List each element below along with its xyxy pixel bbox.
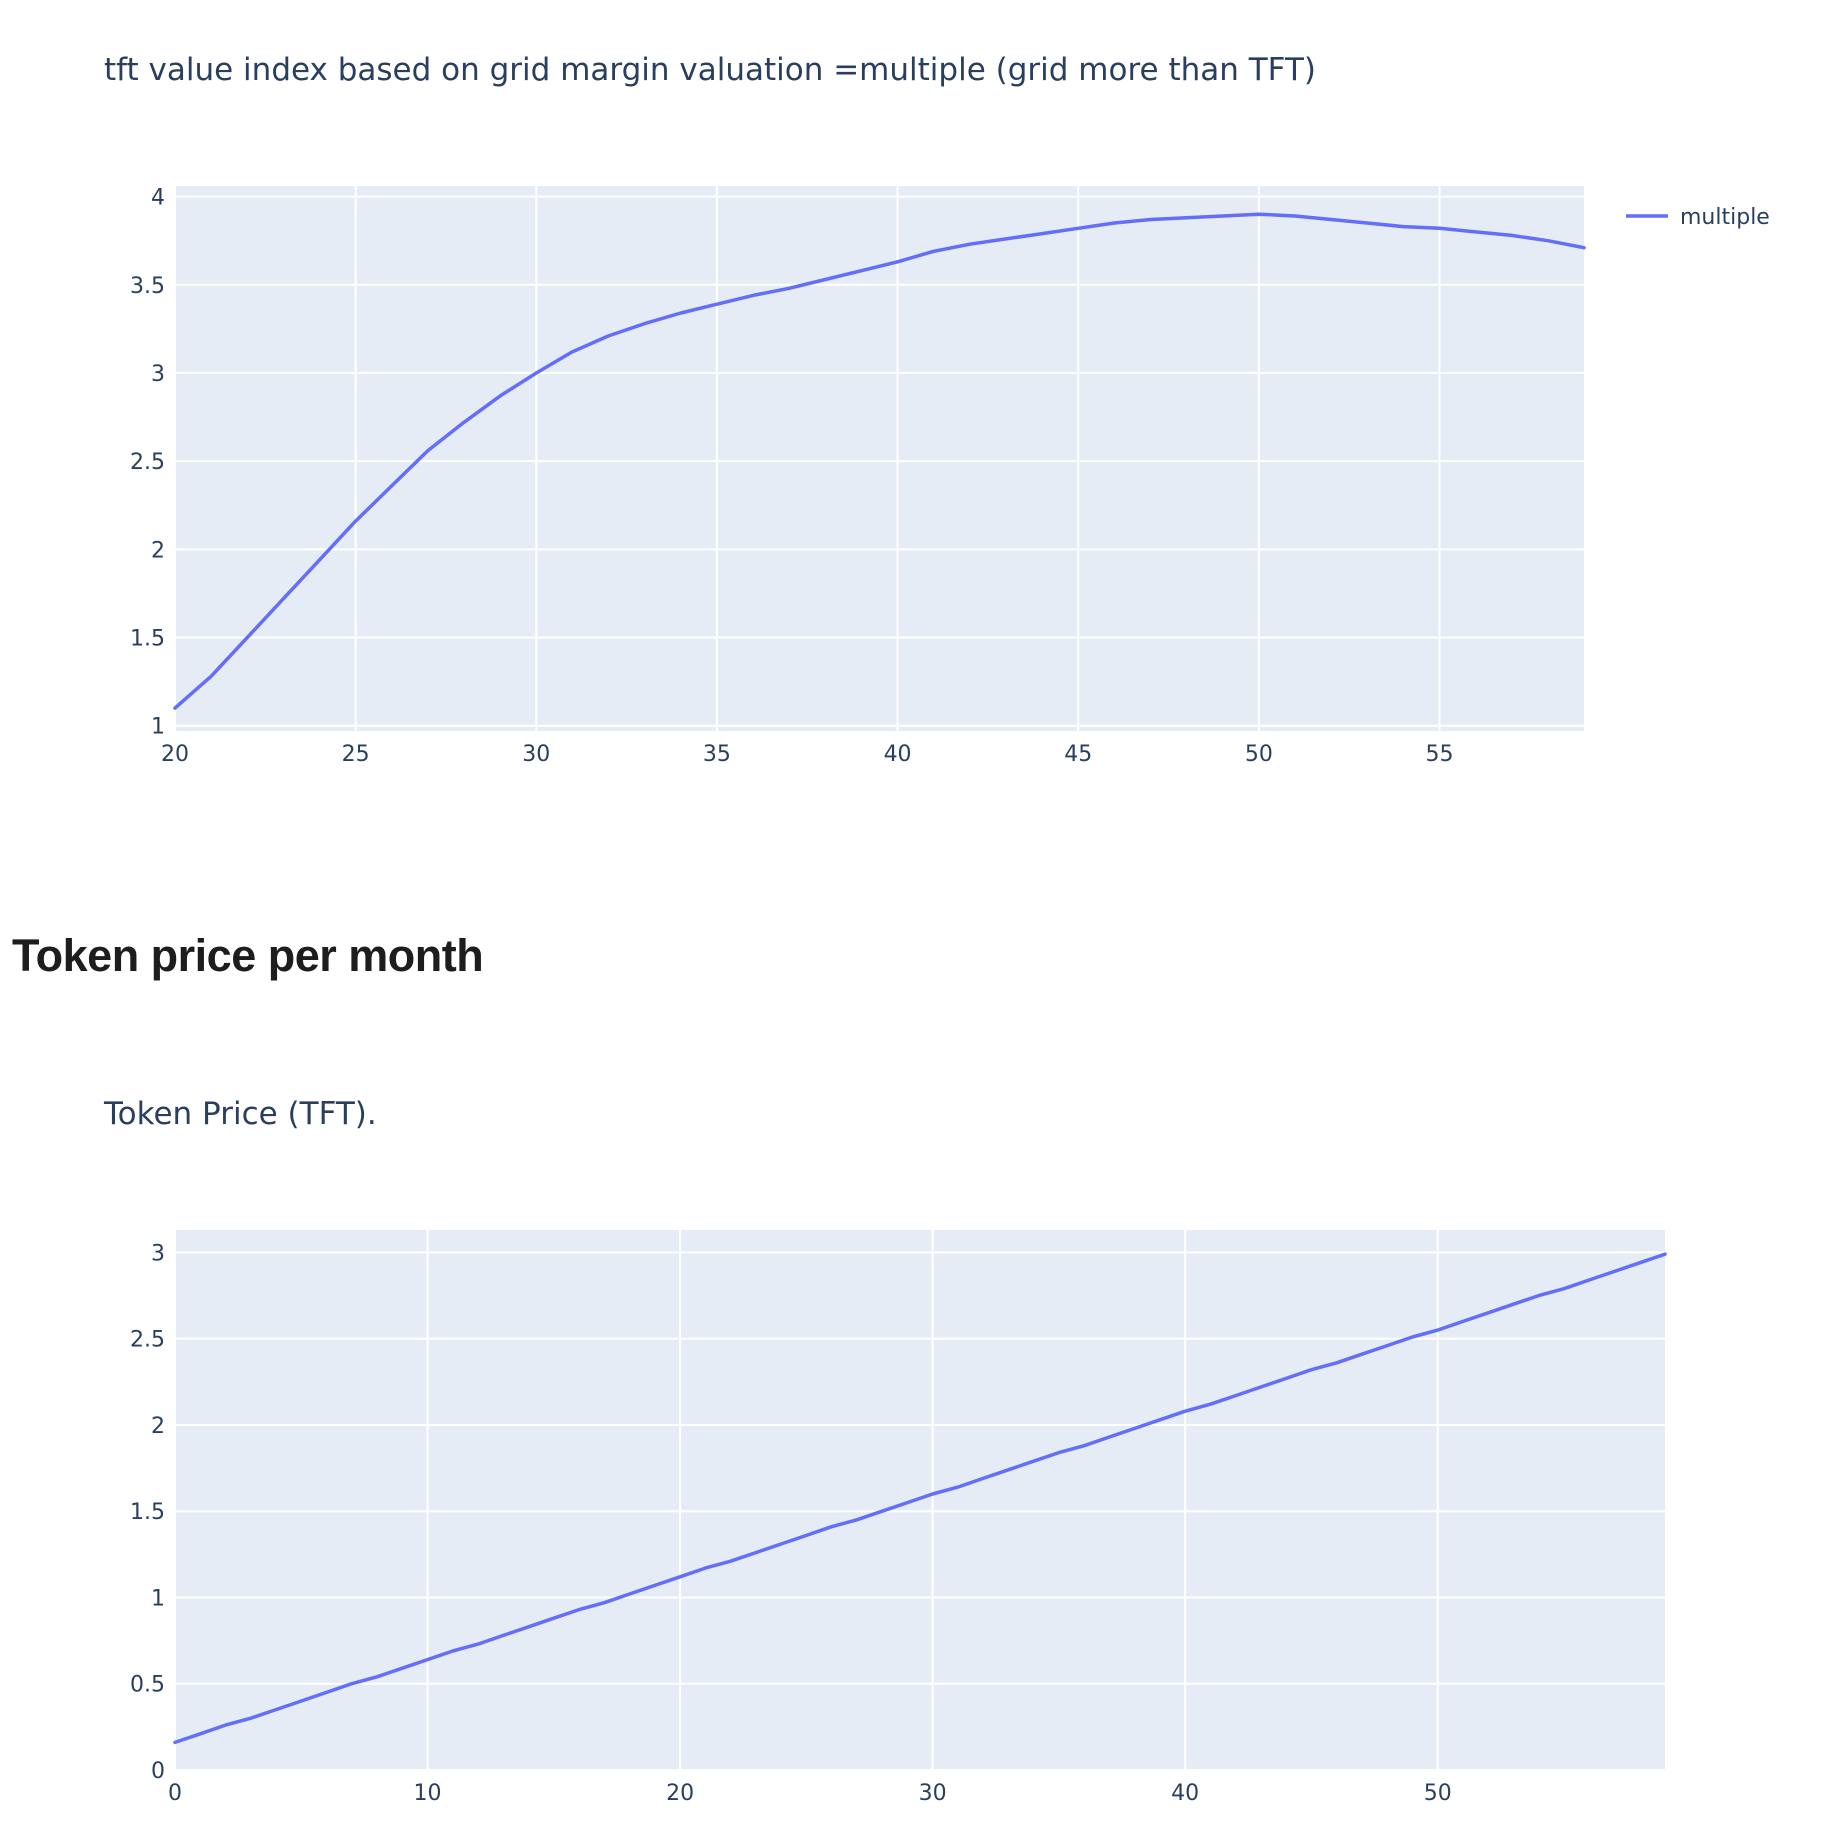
- x-tick-label: 30: [522, 742, 550, 767]
- y-tick-label: 1.5: [130, 1500, 165, 1525]
- x-tick-label: 40: [1171, 1781, 1199, 1806]
- section-heading: Token price per month: [12, 930, 484, 981]
- y-tick-label: 3: [151, 362, 165, 387]
- y-tick-label: 4: [151, 186, 165, 211]
- y-tick-label: 1.5: [130, 627, 165, 652]
- token-price-chart: Token Price (TFT). 0 0.5 1 1.5 2 2.5 3 0 10 20 30 4…: [0, 1070, 1826, 1828]
- y-tick-label: 3.5: [130, 274, 165, 299]
- x-tick-label: 10: [414, 1781, 442, 1806]
- y-tick-label: 1: [151, 715, 165, 740]
- x-tick-label: 20: [161, 742, 189, 767]
- x-tick-label: 45: [1064, 742, 1092, 767]
- multiple-chart-plot: 1 1.5 2 2.5 3 3.5 4 20 25 30 35 40 45 50 55 multiple: [130, 186, 1770, 767]
- x-tick-label: 35: [703, 742, 731, 767]
- token-price-chart-plot: 00.511.522.530 10 20 30 40 50: [130, 1230, 1667, 1806]
- chart-title: tft value index based on grid margin val…: [104, 52, 1316, 88]
- series-line: [173, 1252, 1667, 1745]
- y-tick-label: 2: [151, 1414, 165, 1439]
- y-tick-label: 3: [151, 1241, 165, 1266]
- x-tick-label: 0: [168, 1781, 182, 1806]
- series-line: [173, 212, 1586, 710]
- y-tick-label: 0.5: [130, 1673, 165, 1698]
- y-tick-label: 1: [151, 1586, 165, 1611]
- y-tick-label: 2.5: [130, 1328, 165, 1353]
- y-tick-label: 0: [151, 1759, 165, 1784]
- chart-title: Token Price (TFT).: [104, 1096, 377, 1132]
- x-tick-label: 30: [919, 1781, 947, 1806]
- x-tick-label: 50: [1424, 1781, 1452, 1806]
- x-tick-label: 55: [1425, 742, 1453, 767]
- legend-label: multiple: [1680, 205, 1770, 230]
- plot-background: [175, 186, 1584, 731]
- x-tick-label: 40: [884, 742, 912, 767]
- x-tick-label: 25: [342, 742, 370, 767]
- x-tick-label: 20: [666, 1781, 694, 1806]
- y-tick-label: 2.5: [130, 450, 165, 475]
- y-tick-label: 2: [151, 538, 165, 563]
- multiple-chart: tft value index based on grid margin val…: [0, 0, 1826, 790]
- x-tick-label: 50: [1245, 742, 1273, 767]
